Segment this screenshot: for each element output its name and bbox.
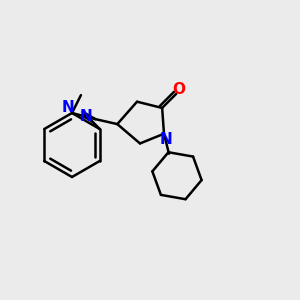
Text: N: N xyxy=(80,110,92,124)
Text: O: O xyxy=(172,82,186,98)
Text: N: N xyxy=(61,100,74,116)
Text: N: N xyxy=(160,132,172,147)
